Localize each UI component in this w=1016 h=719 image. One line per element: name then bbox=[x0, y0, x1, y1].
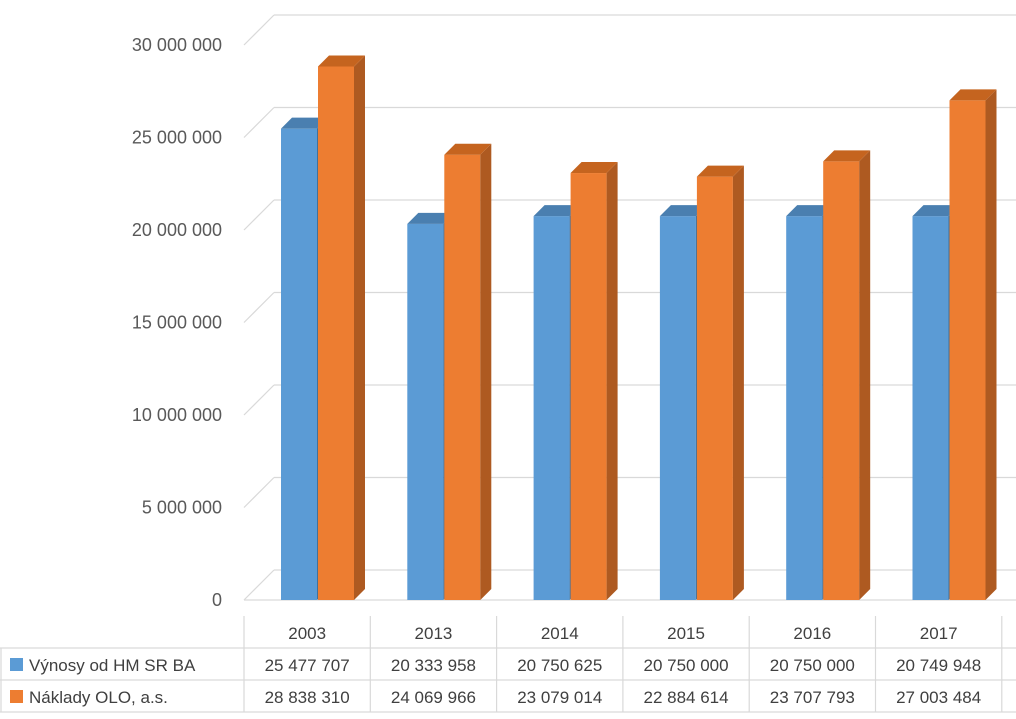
bar-front bbox=[407, 223, 444, 600]
legend-swatch bbox=[10, 658, 23, 671]
y-tick-label: 15 000 000 bbox=[132, 313, 222, 333]
data-label: 25 477 707 bbox=[265, 656, 350, 675]
bar bbox=[696, 165, 744, 600]
bar-front bbox=[696, 176, 733, 600]
y-axis: 0 5 000 000 10 000 000 15 000 000 20 000 000… bbox=[132, 35, 222, 610]
bar-front bbox=[318, 66, 354, 600]
x-tick-label: 2015 bbox=[667, 624, 705, 643]
y-tick-label: 20 000 000 bbox=[132, 220, 222, 240]
data-label: 23 079 014 bbox=[517, 688, 602, 707]
bar-top bbox=[949, 89, 997, 101]
bar-top bbox=[318, 55, 365, 67]
x-tick-label: 2013 bbox=[415, 624, 453, 643]
bar-top bbox=[659, 205, 707, 217]
gridline-diag bbox=[243, 199, 275, 231]
x-tick-label: 2017 bbox=[920, 624, 958, 643]
legend-entry: Náklady OLO, a.s. bbox=[29, 688, 168, 707]
bar-front bbox=[281, 128, 317, 600]
bar-top bbox=[444, 143, 492, 155]
bar-top bbox=[570, 162, 618, 174]
bar bbox=[444, 143, 492, 600]
bar-front bbox=[949, 100, 986, 600]
bar-side bbox=[859, 150, 871, 600]
bar-front bbox=[912, 216, 949, 600]
data-label: 20 750 000 bbox=[770, 656, 855, 675]
bar-top bbox=[786, 205, 834, 217]
bar bbox=[570, 162, 618, 600]
bar-side bbox=[480, 143, 492, 600]
x-tick-label: 2014 bbox=[541, 624, 579, 643]
gridlines bbox=[243, 14, 1016, 601]
bar-top bbox=[407, 212, 455, 224]
bar-front bbox=[823, 161, 860, 600]
bar-side bbox=[732, 165, 744, 600]
data-label: 20 750 625 bbox=[517, 656, 602, 675]
legend-swatch bbox=[10, 690, 23, 703]
bar bbox=[318, 55, 365, 600]
data-label: 27 003 484 bbox=[896, 688, 981, 707]
bar-top bbox=[281, 117, 328, 129]
data-label: 22 884 614 bbox=[644, 688, 729, 707]
bar-front bbox=[570, 173, 607, 600]
x-tick-label: 2003 bbox=[288, 624, 326, 643]
bar-top bbox=[912, 205, 960, 217]
gridline-diag bbox=[243, 477, 275, 508]
y-tick-label: 30 000 000 bbox=[132, 35, 222, 55]
bar-side bbox=[606, 162, 618, 600]
bar-front bbox=[786, 216, 823, 600]
data-label: 20 749 948 bbox=[896, 656, 981, 675]
bar-front bbox=[533, 216, 570, 600]
bars bbox=[281, 55, 997, 601]
bar-top bbox=[823, 150, 871, 162]
gridline-diag bbox=[243, 14, 275, 46]
gridline-diag bbox=[243, 569, 275, 601]
bar-front bbox=[659, 216, 696, 600]
data-label: 20 333 958 bbox=[391, 656, 476, 675]
data-label: 24 069 966 bbox=[391, 688, 476, 707]
bar-top bbox=[533, 205, 581, 217]
bar-side bbox=[985, 89, 997, 600]
data-label: 20 750 000 bbox=[644, 656, 729, 675]
data-label: 23 707 793 bbox=[770, 688, 855, 707]
x-tick-label: 2016 bbox=[793, 624, 831, 643]
bar bbox=[823, 150, 871, 600]
data-table: 2003 2013 2014 2015 2016 2017 Výnosy od HM SR … bbox=[0, 616, 1016, 713]
gridline-diag bbox=[243, 292, 275, 323]
gridline-diag bbox=[243, 107, 275, 138]
bar bbox=[949, 89, 997, 600]
bar-front bbox=[444, 154, 481, 600]
data-label: 28 838 310 bbox=[265, 688, 350, 707]
legend-entry: Výnosy od HM SR BA bbox=[29, 656, 196, 675]
y-tick-label: 5 000 000 bbox=[142, 498, 222, 518]
y-tick-label: 25 000 000 bbox=[132, 128, 222, 148]
bar-side bbox=[354, 55, 365, 600]
y-tick-label: 0 bbox=[212, 590, 222, 610]
gridline-diag bbox=[243, 384, 275, 416]
bar-top bbox=[696, 165, 744, 177]
y-tick-label: 10 000 000 bbox=[132, 405, 222, 425]
